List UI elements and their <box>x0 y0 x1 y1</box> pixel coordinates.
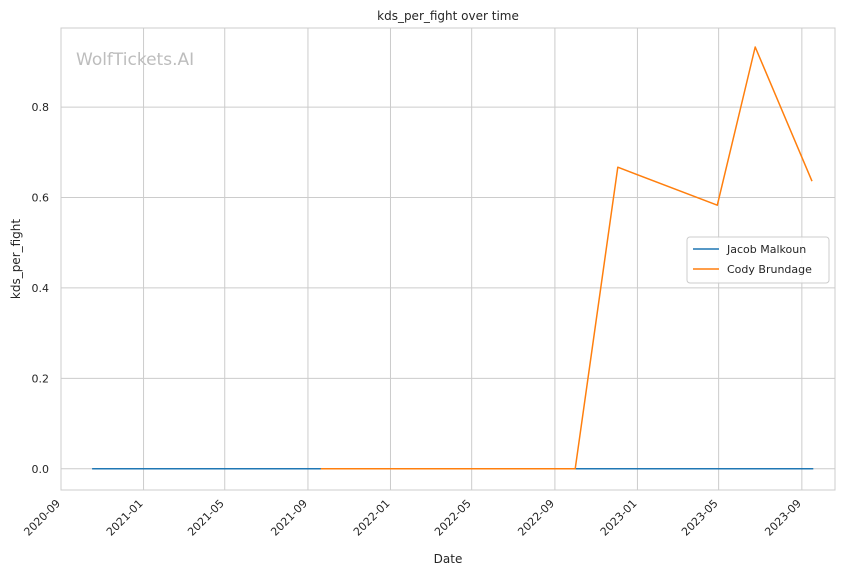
chart-title: kds_per_fight over time <box>377 9 519 23</box>
legend-label: Jacob Malkoun <box>726 243 806 256</box>
y-tick-labels: 0.0 0.2 0.4 0.6 0.8 <box>32 101 50 476</box>
y-tick-label: 0.0 <box>32 463 50 476</box>
series-line <box>320 46 813 470</box>
x-tick-label: 2021-05 <box>185 497 227 539</box>
x-tick-label: 2022-05 <box>432 497 474 539</box>
legend: Jacob Malkoun Cody Brundage <box>686 236 830 284</box>
series-lines <box>92 46 814 470</box>
y-tick-label: 0.2 <box>32 372 50 385</box>
watermark: WolfTickets.AI <box>76 50 194 70</box>
x-tick-label: 2021-09 <box>268 497 310 539</box>
y-tick-label: 0.8 <box>32 101 50 114</box>
x-axis-label: Date <box>434 552 463 566</box>
x-tick-label: 2022-01 <box>351 497 393 539</box>
y-tick-label: 0.6 <box>32 192 50 205</box>
x-tick-label: 2020-09 <box>21 497 63 539</box>
plot-frame <box>60 27 836 491</box>
x-tick-label: 2021-01 <box>104 497 146 539</box>
y-axis-label: kds_per_fight <box>9 219 23 300</box>
x-tick-label: 2023-09 <box>762 497 804 539</box>
x-tick-label: 2022-09 <box>515 497 557 539</box>
legend-label: Cody Brundage <box>727 263 812 276</box>
x-tick-label: 2023-05 <box>679 497 721 539</box>
y-tick-label: 0.4 <box>32 282 50 295</box>
x-tick-label: 2023-01 <box>598 497 640 539</box>
legend-box <box>686 236 830 284</box>
x-tick-labels: 2020-09 2021-01 2021-05 2021-09 2022-01 2022-… <box>21 497 804 539</box>
